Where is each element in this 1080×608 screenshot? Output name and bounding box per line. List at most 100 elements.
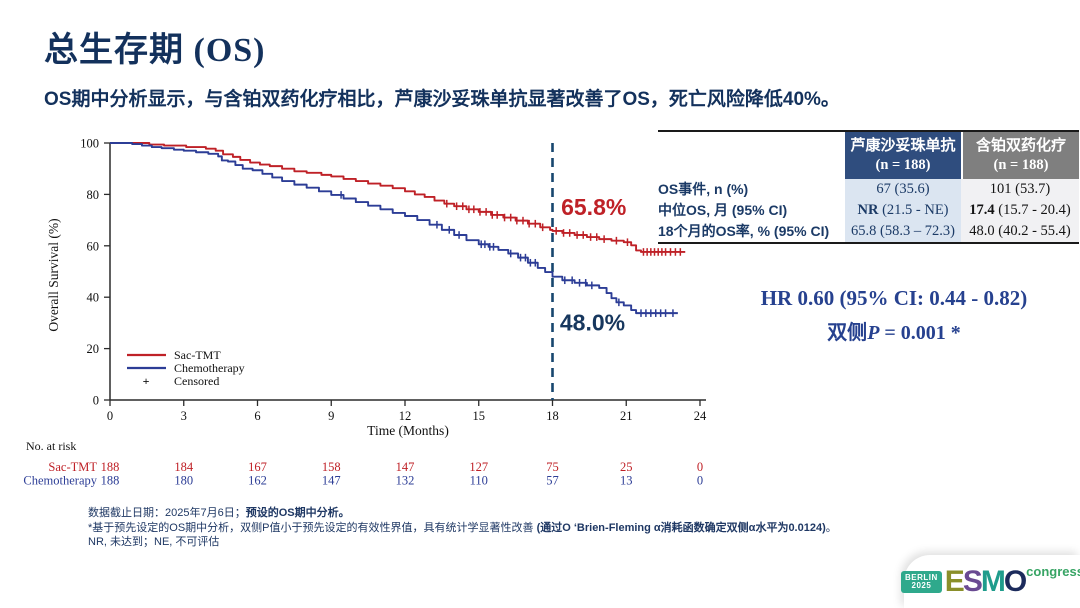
esmo-wordmark: ESMO [944,564,1027,598]
summary-value-segment: 48.0 (40.2 - 55.4) [969,223,1071,239]
risk-count: 184 [174,460,194,474]
stats-block: HR 0.60 (95% CI: 0.44 - 0.82) 双侧P = 0.00… [708,286,1080,345]
summary-value-cell: 101 (53.7) [961,179,1079,200]
risk-count: 0 [697,474,703,488]
legend-label: Sac-TMT [174,348,221,362]
esmo-logo-card: BERLIN 2025 ESMO congress [901,555,1080,608]
summary-value-segment: (21.5 - NE) [878,202,949,218]
risk-table-heading: No. at risk [26,439,76,453]
footnote-line-3: NR, 未达到；NE, 不可评估 [88,536,220,548]
x-tick-label: 15 [472,409,485,423]
summary-row-label: 18个月的OS率, % (95% CI) [658,223,830,239]
risk-count: 110 [470,474,488,488]
summary-value-cell: NR (21.5 - NE) [845,200,961,221]
page-title: 总生存期 (OS) [44,22,266,71]
p-value-rest: = 0.001 * [879,322,961,344]
summary-col-header-n: (n = 188) [993,157,1049,173]
summary-value-segment: 65.8 (58.3 – 72.3) [851,223,955,239]
p-value-symbol: P [867,322,880,344]
y-tick-label: 40 [87,291,100,305]
summary-row-label: OS事件, n (%) [658,181,749,197]
x-tick-label: 0 [107,409,113,423]
summary-value-segment: 67 (35.6) [876,181,930,197]
x-axis-label: Time (Months) [367,423,449,438]
risk-count: 188 [101,474,120,488]
summary-value-cell: 17.4 (15.7 - 20.4) [961,200,1079,221]
risk-count: 132 [396,474,415,488]
badge-city: BERLIN [905,572,938,582]
km-survival-plot: 0 20 40 60 80 100 0 3 6 9 12 15 18 21 24 Overall Surviv… [23,137,707,488]
summary-col-header: 含铂双药化疗 (n = 188) [961,132,1079,179]
x-tick-label: 9 [328,409,334,423]
esmo-letter-M: M [980,564,1006,598]
legend-censored-label: Censored [174,374,219,388]
censored-plus-icon: + [143,374,150,388]
summary-value-segment: NR [857,202,879,218]
footnotes: 数据截止日期：2025年7月6日；预设的OS期中分析。 *基于预先设定的OS期中… [88,506,837,550]
berlin-2025-badge: BERLIN 2025 [901,570,942,593]
summary-col-header-name: 芦康沙妥珠单抗 [850,137,956,154]
x-tick-label: 3 [181,409,187,423]
risk-count: 188 [101,460,120,474]
risk-count: 162 [248,474,267,488]
y-axis-label: Overall Survival (%) [46,218,61,331]
annotation-48.0%: 48.0% [560,310,625,336]
x-tick-label: 21 [620,409,633,423]
risk-count: 147 [396,460,415,474]
footnote-2-bold: (通过O ‘Brien-Fleming α消耗函数确定双侧α水平为0.0124) [536,521,826,534]
risk-count: 0 [697,460,703,474]
page-title-suffix: (OS) [184,32,266,69]
summary-value-cell: 48.0 (40.2 - 55.4) [961,221,1079,242]
risk-row-name: Sac-TMT [48,460,97,474]
risk-count: 57 [546,474,559,488]
footnote-1-normal: 数据截止日期：2025年7月6日； [88,507,246,519]
footnote-1-bold: 预设的OS期中分析。 [245,507,350,519]
x-tick-label: 18 [546,409,559,423]
risk-count: 167 [248,460,267,474]
esmo-letter-E: E [944,564,965,598]
risk-count: 147 [322,474,341,488]
y-tick-label: 60 [87,239,100,253]
km-curve-sac-tmt [110,142,686,253]
p-value-text: 双侧P = 0.001 * [708,316,1080,345]
x-tick-label: 6 [254,409,260,423]
summary-col-header-name: 含铂双药化疗 [975,137,1066,154]
summary-table: 芦康沙妥珠单抗 (n = 188) 含铂双药化疗 (n = 188) OS事件, n (… [658,130,1079,244]
legend-label: Chemotherapy [174,361,245,375]
footnote-2-normal: *基于预先设定的OS期中分析，双侧P值小于预先设定的有效性界值，具有统计学显著性… [88,521,537,534]
y-tick-label: 100 [80,137,99,151]
esmo-letter-O: O [1003,564,1027,598]
footnote-line-1: 数据截止日期：2025年7月6日；预设的OS期中分析。 [88,506,837,521]
summary-value-segment: (15.7 - 20.4) [994,202,1071,218]
risk-count: 25 [620,460,633,474]
badge-year: 2025 [911,580,932,590]
y-tick-label: 20 [87,342,100,356]
summary-value-cell: 65.8 (58.3 – 72.3) [845,221,961,242]
footnote-2-end: 。 [825,521,837,534]
risk-count: 13 [620,474,633,488]
esmo-letter-S: S [962,564,983,598]
y-tick-label: 80 [87,188,100,202]
summary-col-header-n: (n = 188) [875,157,931,173]
risk-count: 180 [174,474,193,488]
x-tick-label: 12 [399,409,412,423]
summary-value-segment: 17.4 [969,202,995,218]
summary-value-segment: 101 (53.7) [989,181,1051,197]
risk-row-name: Chemotherapy [23,474,97,488]
risk-count: 127 [469,460,488,474]
km-curve-chemotherapy [110,142,678,315]
summary-col-header: 芦康沙妥珠单抗 (n = 188) [845,132,961,179]
page-title-cjk: 总生存期 [44,31,184,69]
x-tick-label: 24 [694,409,707,423]
esmo-logo: BERLIN 2025 ESMO congress [901,564,1080,598]
risk-count: 75 [546,460,559,474]
y-tick-label: 0 [93,394,99,408]
p-value-prefix: 双侧 [827,322,868,344]
summary-row-label: 中位OS, 月 (95% CI) [658,202,788,218]
summary-header-spacer [658,132,845,179]
congress-label: congress [1026,564,1080,579]
summary-value-cell: 67 (35.6) [845,179,961,200]
footnote-line-2: *基于预先设定的OS期中分析，双侧P值小于预先设定的有效性界值，具有统计学显著性… [88,521,837,536]
risk-count: 158 [322,460,341,474]
